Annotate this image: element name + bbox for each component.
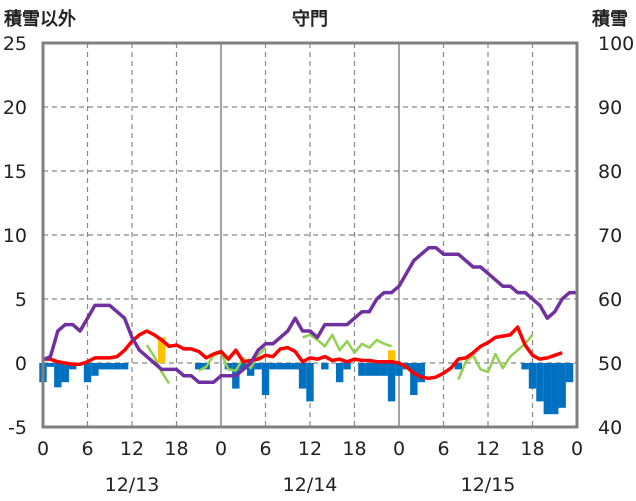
- right-y-tick-label: 90: [598, 97, 622, 119]
- blue-bar: [91, 363, 99, 376]
- left-y-tick-label: 20: [3, 97, 27, 119]
- right-y-tick-label: 60: [598, 289, 622, 311]
- x-tick-label: 12: [476, 438, 500, 460]
- blue-bar: [269, 363, 277, 370]
- right-y-tick-label: 80: [598, 161, 622, 183]
- plot-frame: [41, 41, 579, 429]
- x-tick-label: 6: [259, 438, 271, 460]
- blue-bar: [291, 363, 299, 370]
- x-tick-label: 0: [393, 438, 405, 460]
- x-tick-label: 12: [298, 438, 322, 460]
- right-y-tick-label: 100: [598, 33, 634, 55]
- blue-bar: [306, 363, 314, 402]
- blue-bar: [417, 363, 425, 383]
- left-y-tick-label: -5: [8, 417, 27, 439]
- blue-bar: [98, 363, 107, 370]
- blue-bar: [373, 363, 381, 376]
- left-y-tick-label: 15: [3, 161, 27, 183]
- blue-bar: [239, 363, 247, 370]
- x-tick-label: 0: [215, 438, 227, 460]
- blue-bar: [61, 363, 69, 383]
- blue-bar: [83, 363, 92, 383]
- x-tick-label: 18: [164, 438, 188, 460]
- snow-depth-line: [42, 246, 577, 384]
- blue-bar: [343, 363, 351, 370]
- line-series: [42, 246, 577, 385]
- right-y-tick-label: 70: [598, 225, 622, 247]
- blue-bar: [395, 363, 403, 376]
- blue-bar: [246, 363, 255, 376]
- bar-series: [39, 337, 574, 415]
- left-axis-title: 積雪以外: [3, 8, 76, 30]
- date-label: 12/13: [105, 474, 160, 496]
- left-y-tick-label: 10: [3, 225, 27, 247]
- blue-bar: [387, 363, 396, 402]
- blue-bar: [106, 363, 114, 370]
- red-series-line: [43, 325, 563, 381]
- green-series-line: [457, 334, 534, 381]
- blue-bar: [321, 363, 329, 370]
- right-y-tick-label: 40: [598, 417, 622, 439]
- x-tick-label: 6: [81, 438, 93, 460]
- right-y-tick-label: 50: [598, 353, 622, 375]
- blue-bar: [410, 363, 418, 395]
- green-series-line: [302, 333, 392, 355]
- blue-bar: [46, 363, 55, 367]
- blue-bar: [261, 363, 270, 395]
- blue-bar: [195, 363, 203, 370]
- date-label: 12/15: [461, 474, 516, 496]
- x-tick-label: 18: [342, 438, 366, 460]
- blue-bar: [298, 363, 307, 389]
- chart-title: 守門: [292, 8, 328, 30]
- x-tick-label: 12: [120, 438, 144, 460]
- left-y-tick-label: 25: [3, 33, 27, 55]
- blue-bar: [565, 363, 574, 383]
- blue-bar: [536, 363, 544, 402]
- blue-bar: [335, 363, 344, 383]
- blue-bar: [380, 363, 388, 376]
- x-tick-label: 0: [571, 438, 583, 460]
- left-y-tick-label: 0: [15, 353, 27, 375]
- blue-bar: [113, 363, 121, 370]
- blue-bar: [120, 363, 129, 370]
- blue-bar: [543, 363, 552, 415]
- blue-bar: [558, 363, 566, 408]
- blue-bar: [521, 363, 529, 370]
- blue-bar: [454, 363, 463, 370]
- blue-bar: [68, 363, 77, 370]
- date-label: 12/14: [283, 474, 338, 496]
- blue-bar: [224, 363, 233, 370]
- blue-bar: [254, 363, 262, 370]
- x-tick-label: 0: [37, 438, 49, 460]
- blue-bar: [54, 363, 62, 388]
- right-axis-title: 積雪: [591, 8, 628, 30]
- x-tick-label: 6: [437, 438, 449, 460]
- green-series-line: [198, 346, 267, 372]
- orange-bar: [157, 337, 166, 363]
- blue-bar: [528, 363, 537, 389]
- orange-bar: [387, 350, 396, 363]
- blue-bar: [365, 363, 374, 376]
- blue-bar: [551, 363, 559, 415]
- blue-bar: [276, 363, 285, 370]
- blue-bar: [284, 363, 292, 370]
- blue-bar: [358, 363, 366, 376]
- left-y-tick-label: 5: [15, 289, 27, 311]
- x-tick-label: 18: [520, 438, 544, 460]
